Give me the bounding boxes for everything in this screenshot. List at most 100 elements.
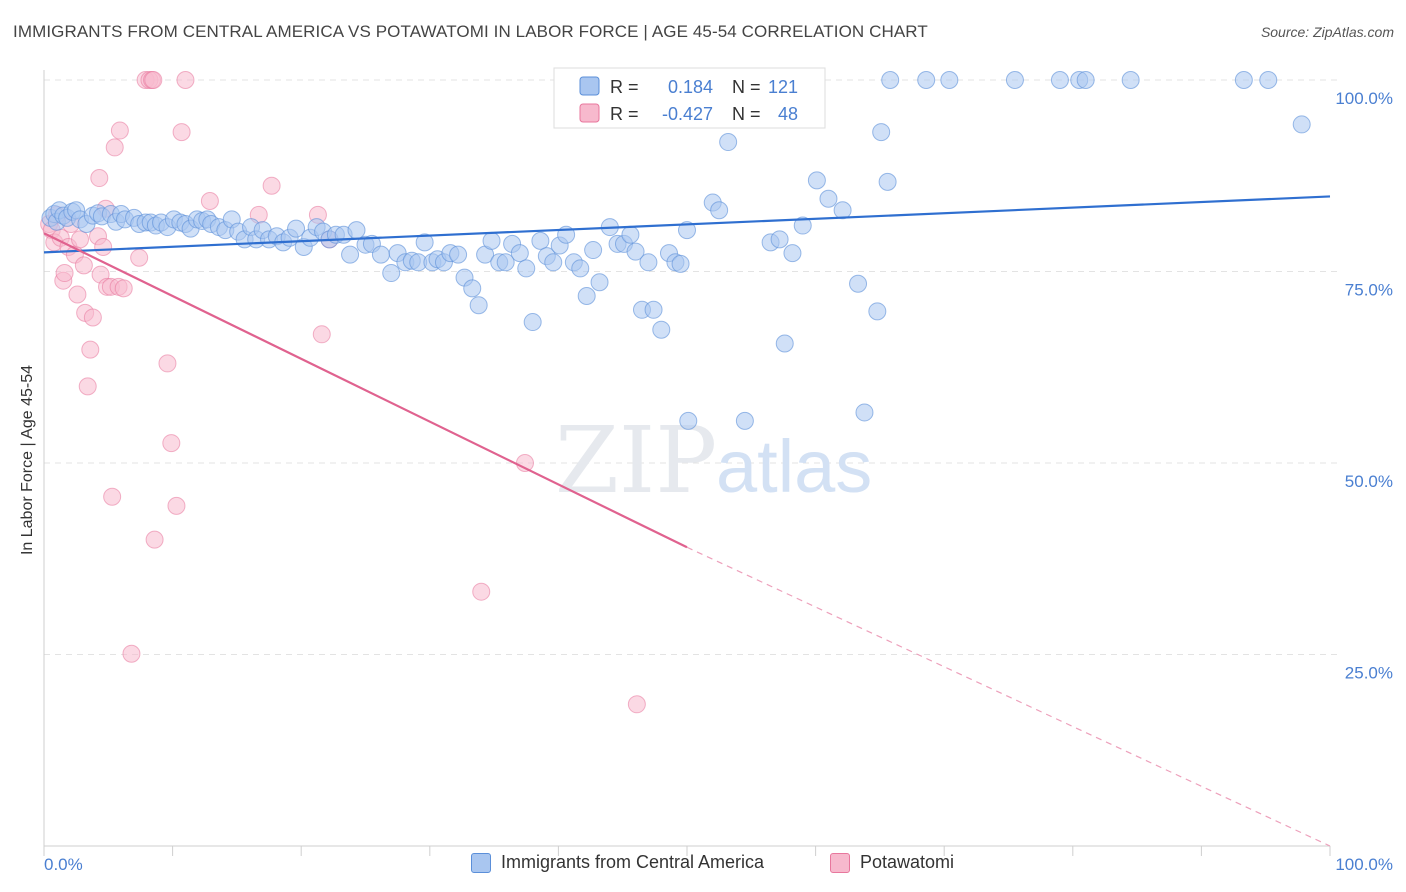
y-tick-label-3: 25.0% — [1345, 664, 1393, 683]
central-america-point-116 — [878, 172, 897, 191]
chart-title: IMMIGRANTS FROM CENTRAL AMERICA VS POTAW… — [13, 22, 928, 41]
central-america-point-87 — [584, 241, 603, 260]
central-america-point-104 — [719, 133, 738, 152]
legend-item-potawatomi[interactable]: Potawatomi — [830, 852, 954, 873]
potawatomi-point-30 — [130, 248, 149, 267]
potawatomi-point-27 — [110, 121, 129, 140]
legend-swatch-blue — [579, 76, 600, 96]
watermark-atlas: atlas — [716, 425, 872, 508]
central-america-point-114 — [868, 302, 887, 321]
x-tick-label-1: 100.0% — [1335, 855, 1393, 874]
central-america-point-56 — [371, 245, 390, 264]
legend-swatch-central-america — [471, 852, 491, 873]
central-america-point-120 — [1050, 71, 1069, 89]
central-america-point-125 — [679, 411, 698, 430]
central-america-point-115 — [872, 123, 891, 142]
central-america-point-67 — [449, 245, 468, 264]
central-america-point-97 — [652, 320, 671, 339]
stats-legend: R = 0.184 N = 121 R = -0.427 N = 48 — [553, 67, 826, 129]
y-tick-label-0: 100.0% — [1335, 89, 1393, 108]
y-tick-label-1: 75.0% — [1345, 281, 1393, 300]
y-tick-label-2: 50.0% — [1345, 472, 1393, 491]
potawatomi-point-14 — [81, 340, 100, 359]
central-america-point-53 — [347, 221, 366, 240]
potawatomi-point-36 — [158, 354, 177, 373]
legend-r-value-2: -0.427 — [662, 104, 713, 124]
central-america-point-109 — [793, 216, 812, 235]
potawatomi-point-28 — [114, 279, 133, 298]
legend-item-central-america[interactable]: Immigrants from Central America — [471, 852, 764, 873]
central-america-point-69 — [463, 279, 482, 298]
central-america-point-96 — [644, 300, 663, 319]
potawatomi-points — [40, 71, 646, 714]
potawatomi-point-6 — [55, 264, 74, 283]
central-america-point-112 — [833, 201, 852, 220]
legend-swatch-potawatomi — [830, 852, 850, 873]
legend-n-value-1: 121 — [768, 77, 798, 97]
central-america-point-72 — [482, 231, 501, 250]
potawatomi-point-20 — [94, 237, 113, 256]
central-america-point-122 — [1121, 71, 1140, 89]
potawatomi-point-39 — [172, 123, 191, 142]
legend-r-label-2: R = — [610, 104, 639, 124]
potawatomi-point-16 — [83, 308, 102, 327]
central-america-point-57 — [382, 264, 401, 283]
central-america-point-107 — [775, 334, 794, 353]
central-america-point-123 — [1234, 71, 1253, 89]
potawatomi-point-25 — [105, 138, 124, 157]
central-america-point-113 — [849, 274, 868, 293]
central-america-point-108 — [783, 244, 802, 263]
central-america-point-70 — [469, 296, 488, 315]
central-america-points — [41, 71, 1311, 430]
central-america-point-95 — [639, 253, 658, 272]
central-america-point-118 — [917, 71, 936, 89]
central-america-point-44 — [287, 219, 306, 238]
central-america-point-93 — [626, 242, 645, 261]
legend-n-label-2: N = — [732, 104, 761, 124]
central-america-point-110 — [807, 171, 826, 190]
potawatomi-point-49 — [472, 582, 491, 601]
potawatomi-trend-line — [43, 232, 688, 549]
potawatomi-point-43 — [262, 176, 281, 195]
central-america-point-119 — [940, 71, 959, 89]
central-america-point-62 — [415, 233, 434, 252]
potawatomi-point-45 — [312, 325, 331, 344]
potawatomi-point-24 — [103, 487, 122, 506]
potawatomi-point-38 — [167, 496, 186, 515]
trend-lines — [43, 195, 1331, 847]
central-america-point-106 — [770, 230, 789, 249]
tick-labels: 100.0% 75.0% 50.0% 25.0% 0.0% 100.0% — [44, 89, 1393, 874]
central-america-point-129 — [1076, 71, 1095, 89]
legend-r-label-1: R = — [610, 77, 639, 97]
legend-n-label-1: N = — [732, 77, 761, 97]
central-america-point-127 — [855, 403, 874, 422]
central-america-point-126 — [735, 411, 754, 430]
potawatomi-point-34 — [144, 71, 163, 89]
central-america-point-100 — [671, 254, 690, 273]
potawatomi-point-40 — [176, 71, 195, 89]
source-label: Source: ZipAtlas.com — [1260, 24, 1394, 40]
central-america-point-101 — [678, 221, 696, 240]
legend-r-value-1: 0.184 — [668, 77, 713, 97]
grid-lines — [44, 79, 1340, 655]
legend-label-central-america: Immigrants from Central America — [501, 852, 765, 872]
series-legend: Immigrants from Central America Potawato… — [0, 852, 1406, 878]
watermark: ZIP atlas — [555, 407, 872, 514]
central-america-point-52 — [341, 245, 360, 264]
central-america-point-103 — [710, 201, 729, 220]
central-america-point-74 — [496, 253, 515, 272]
legend-label-potawatomi: Potawatomi — [860, 852, 955, 872]
central-america-point-79 — [531, 231, 550, 250]
central-america-point-78 — [523, 313, 542, 332]
central-america-point-92 — [621, 225, 640, 244]
potawatomi-point-11 — [71, 230, 90, 249]
potawatomi-point-10 — [68, 285, 87, 304]
central-america-point-81 — [544, 253, 563, 272]
potawatomi-point-37 — [162, 434, 181, 453]
central-america-point-124 — [1292, 115, 1311, 134]
axes — [43, 70, 1331, 856]
legend-n-value-2: 48 — [778, 104, 798, 124]
central-america-point-85 — [571, 259, 590, 278]
central-america-point-130 — [1259, 71, 1278, 89]
potawatomi-point-12 — [74, 256, 93, 275]
